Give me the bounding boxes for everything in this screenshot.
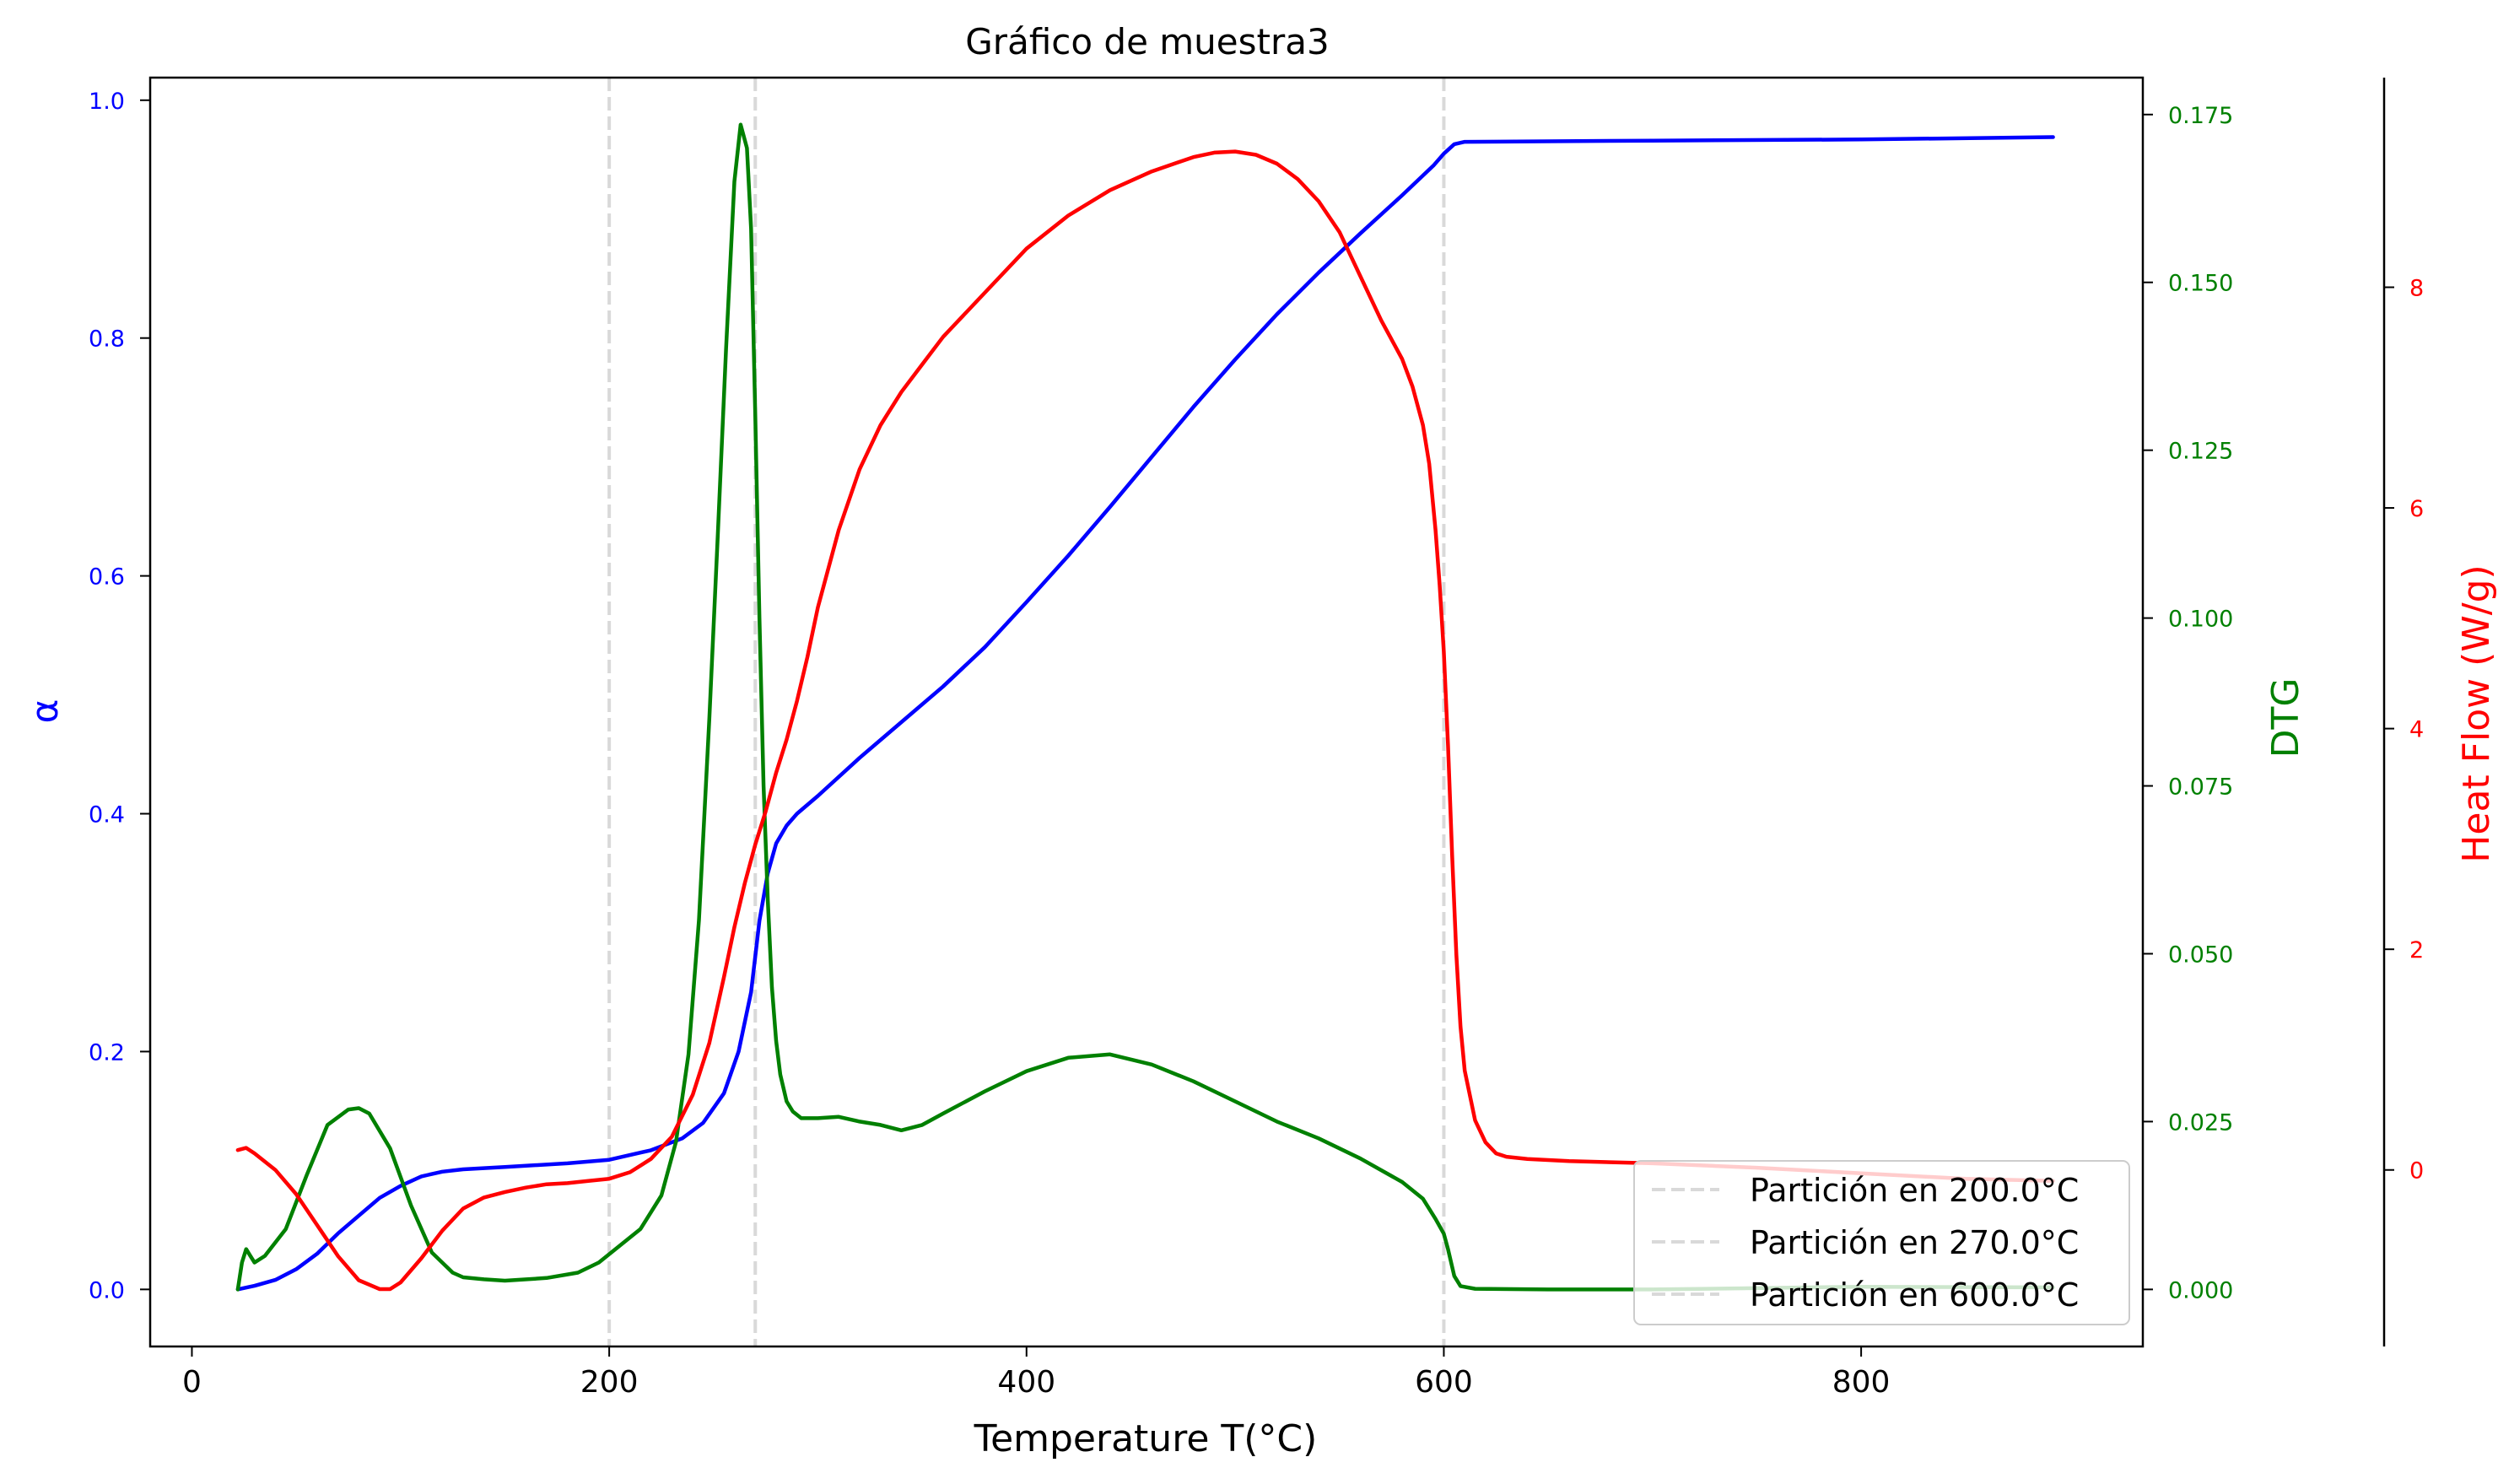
dtg-tick-label: 0.100 (2168, 607, 2233, 633)
dtg-tick-label: 0.075 (2168, 774, 2233, 801)
x-tick-label: 400 (997, 1365, 1055, 1400)
alpha-tick-label: 0.8 (89, 326, 125, 353)
x-axis-label: Temperature T(°C) (974, 1417, 1318, 1460)
heat-tick-label: 8 (2409, 275, 2424, 301)
alpha-tick-label: 0.6 (89, 564, 125, 591)
dtg-axis-label: DTG (2264, 678, 2307, 758)
heat-tick-label: 0 (2409, 1158, 2424, 1185)
legend-entry: Partición en 270.0°C (1750, 1224, 2079, 1261)
x-tick-label: 600 (1415, 1365, 1473, 1400)
axes: 0 200 400 600 800 0.0 0.2 0.4 0.6 0.8 1.0 0.000 0.02… (89, 78, 2424, 1400)
alpha-tick-label: 1.0 (89, 89, 125, 115)
dtg-tick-label: 0.175 (2168, 103, 2233, 129)
chart-title: Gráfico de muestra3 (965, 21, 1329, 62)
series-line-heat (235, 149, 2055, 1292)
alpha-axis-label: α (24, 699, 67, 723)
plot-lines (235, 78, 2055, 1346)
alpha-tick-label: 0.0 (89, 1277, 125, 1303)
x-tick-label: 200 (580, 1365, 639, 1400)
dtg-tick-label: 0.025 (2168, 1109, 2233, 1136)
series-line-dtg (235, 122, 2055, 1292)
legend-entry: Partición en 200.0°C (1750, 1172, 2079, 1209)
plot-frame (148, 76, 2145, 1348)
heat-tick-label: 4 (2409, 717, 2424, 743)
alpha-tick-label: 0.2 (89, 1039, 125, 1066)
dtg-tick-label: 0.125 (2168, 439, 2233, 465)
dtg-tick-label: 0.150 (2168, 271, 2233, 297)
x-tick-label: 800 (1832, 1365, 1891, 1400)
legend-box (1633, 1160, 2130, 1325)
dtg-tick-label: 0.000 (2168, 1277, 2233, 1303)
heat-axis-label: Heat Flow (W/g) (2455, 564, 2498, 862)
alpha-tick-label: 0.4 (89, 802, 125, 828)
legend: Partición en 200.0°C Partición en 270.0°… (1633, 1160, 2130, 1325)
dtg-tick-label: 0.050 (2168, 942, 2233, 968)
x-tick-label: 0 (182, 1365, 202, 1400)
legend-entry: Partición en 600.0°C (1750, 1276, 2079, 1314)
heat-tick-label: 2 (2409, 937, 2424, 963)
heat-tick-label: 6 (2409, 496, 2424, 522)
series-line-alpha (235, 135, 2055, 1292)
